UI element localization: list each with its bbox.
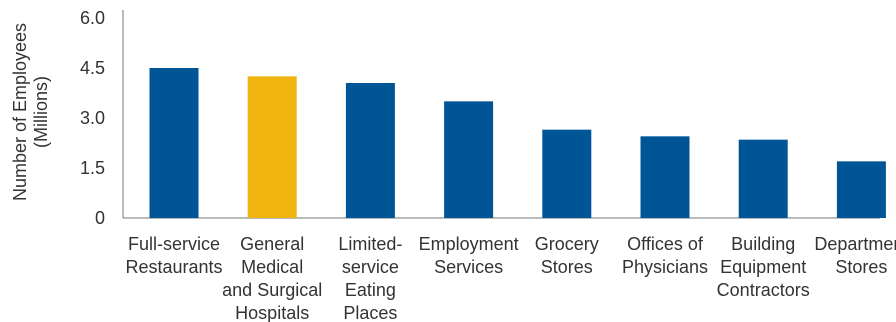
category-label-line: Services [434, 257, 503, 277]
category-label-line: Stores [835, 257, 887, 277]
y-axis-ticks: 0 1.5 3.0 4.5 6.0 [80, 8, 105, 228]
category-label: Employment Services [419, 234, 519, 277]
category-label: Limited-service Eating Places [338, 234, 402, 322]
y-tick-label: 0 [95, 208, 105, 228]
y-tick-label: 6.0 [80, 8, 105, 28]
category-label-line: Physicians [622, 257, 708, 277]
category-label-line: and Surgical [222, 280, 322, 300]
bar [149, 68, 199, 218]
category-labels: Full-service Restaurants General Medical and… [125, 234, 896, 322]
category-label-line: Stores [541, 257, 593, 277]
category-label-line: Hospitals [235, 303, 309, 322]
y-tick-label: 4.5 [80, 58, 105, 78]
bar [444, 101, 494, 218]
category-label: Department Stores [814, 234, 896, 277]
bar [836, 161, 886, 218]
category-label-line: Full-service [128, 234, 220, 254]
bar [345, 83, 395, 218]
category-label: Grocery Stores [535, 234, 599, 277]
category-label-line: Contractors [717, 280, 810, 300]
category-label-line: Places [343, 303, 397, 322]
y-axis-label-line-1: Number of Employees [10, 23, 30, 201]
category-label-line: General [240, 234, 304, 254]
category-label: Full-service Restaurants [125, 234, 222, 277]
y-axis-label-2: (Millions) [31, 76, 51, 148]
category-label-line: Employment [419, 234, 519, 254]
category-label: Offices of Physicians [622, 234, 708, 277]
category-label: General Medical and Surgical Hospitals [222, 234, 322, 322]
bar [640, 136, 690, 218]
y-axis-label: Number of Employees [10, 23, 30, 201]
category-label-line: Department [814, 234, 896, 254]
category-label-line: Limited- [338, 234, 402, 254]
category-label-line: Offices of [627, 234, 704, 254]
bars [149, 68, 886, 218]
bar [738, 139, 788, 218]
category-label-line: Building [731, 234, 795, 254]
category-label-line: Medical [241, 257, 303, 277]
category-label-line: Restaurants [125, 257, 222, 277]
category-label-line: Grocery [535, 234, 599, 254]
category-label-line: service [342, 257, 399, 277]
category-label-line: Equipment [720, 257, 806, 277]
y-tick-label: 3.0 [80, 108, 105, 128]
y-axis-label-line-2: (Millions) [31, 76, 51, 148]
bar [542, 129, 592, 218]
bar [247, 76, 297, 218]
y-tick-label: 1.5 [80, 158, 105, 178]
category-label: Building Equipment Contractors [717, 234, 810, 300]
category-label-line: Eating [345, 280, 396, 300]
